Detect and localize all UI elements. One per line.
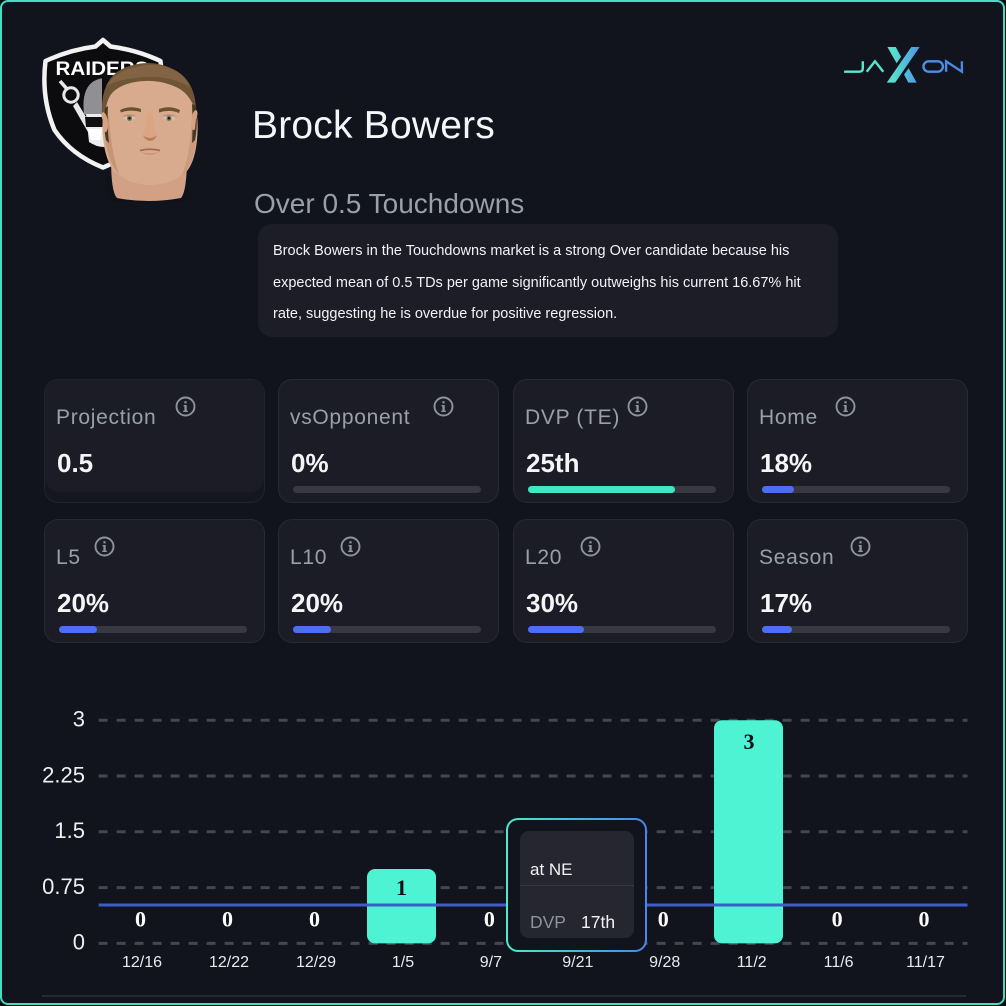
svg-text:0: 0 [919,907,930,932]
svg-text:12/22: 12/22 [209,954,249,971]
svg-text:3: 3 [73,707,85,732]
svg-text:0.75: 0.75 [42,874,85,899]
svg-text:0: 0 [135,907,146,932]
svg-text:0: 0 [309,907,320,932]
svg-text:2.25: 2.25 [42,762,85,787]
svg-text:11/2: 11/2 [737,954,767,971]
svg-text:12/16: 12/16 [122,954,162,971]
svg-text:0: 0 [222,907,233,932]
svg-text:1/5: 1/5 [392,954,414,971]
svg-text:12/29: 12/29 [296,954,336,971]
svg-text:1.5: 1.5 [54,818,85,843]
svg-text:9/21: 9/21 [562,954,593,971]
svg-text:9/7: 9/7 [480,954,502,971]
svg-text:0: 0 [484,907,495,932]
svg-text:0: 0 [658,907,669,932]
svg-text:3: 3 [744,729,755,754]
svg-text:11/17: 11/17 [906,954,945,971]
svg-text:1: 1 [396,875,407,900]
svg-text:11/6: 11/6 [824,954,854,971]
svg-text:9/28: 9/28 [649,954,680,971]
svg-text:0: 0 [832,907,843,932]
svg-text:0: 0 [73,930,85,955]
